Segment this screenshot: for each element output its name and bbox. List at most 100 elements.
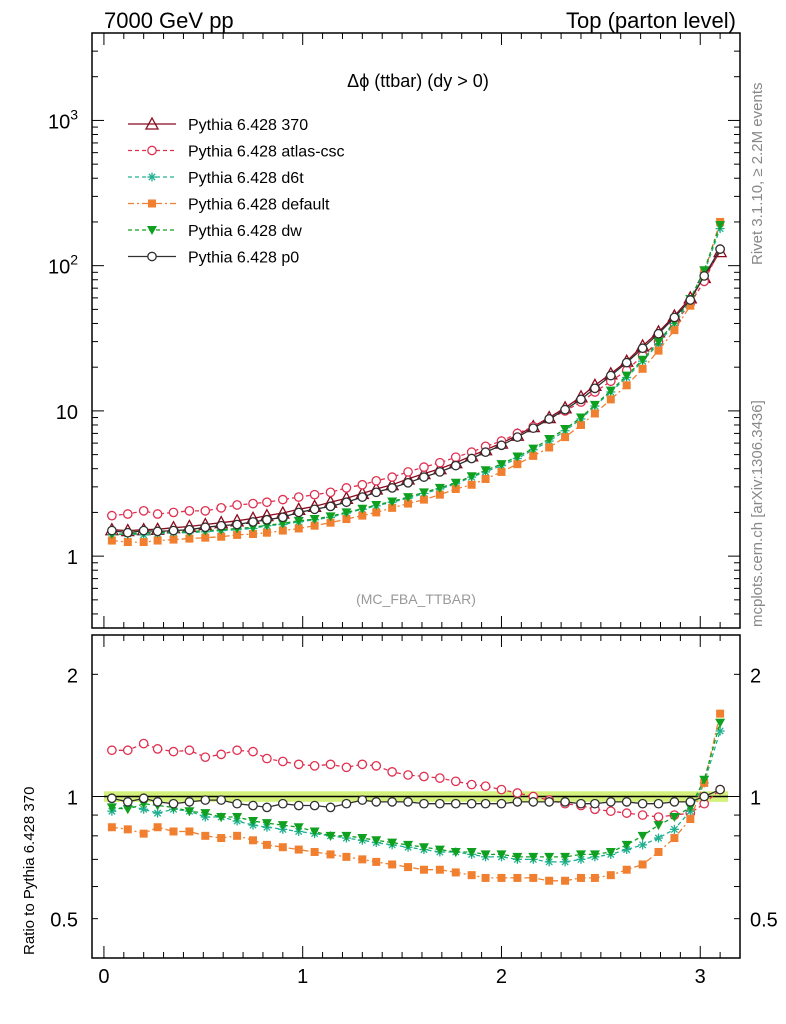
data-point <box>147 172 157 182</box>
data-point <box>122 745 133 756</box>
data-point <box>139 804 149 814</box>
series-line-2 <box>111 228 721 536</box>
ratio-y-tick-label: 0.5 <box>50 910 78 932</box>
data-point <box>654 346 663 355</box>
data-point <box>217 532 226 541</box>
data-point <box>371 797 382 807</box>
data-point <box>544 414 555 424</box>
star-stroke <box>561 858 569 866</box>
data-point <box>496 440 507 451</box>
data-point <box>278 843 287 852</box>
data-point <box>341 497 352 508</box>
data-point <box>310 521 319 530</box>
data-point <box>637 810 648 820</box>
data-point <box>605 797 616 807</box>
data-point <box>699 775 710 785</box>
data-point <box>653 812 664 822</box>
data-point <box>387 472 397 482</box>
series-line-3 <box>111 713 721 882</box>
data-point <box>277 821 288 831</box>
data-point <box>387 497 398 507</box>
data-point <box>637 831 648 841</box>
data-point <box>685 295 696 305</box>
data-point <box>605 386 616 396</box>
data-point <box>699 266 710 276</box>
data-point <box>341 762 352 773</box>
data-point <box>358 855 367 864</box>
data-point <box>216 503 227 513</box>
data-point <box>466 472 477 482</box>
data-point <box>262 497 272 508</box>
data-point <box>419 798 429 809</box>
series-line-1 <box>111 248 721 517</box>
star-stroke <box>545 858 553 866</box>
data-point <box>138 793 149 804</box>
data-point <box>560 857 570 867</box>
data-point <box>621 357 632 368</box>
data-point <box>309 515 320 525</box>
data-point <box>147 251 157 262</box>
data-point <box>434 845 445 855</box>
data-point <box>232 500 242 510</box>
data-point <box>621 371 632 381</box>
data-point <box>403 770 413 780</box>
x-tick-label: 2 <box>496 966 507 988</box>
data-point <box>310 847 319 856</box>
data-point <box>169 535 178 544</box>
data-point <box>418 843 429 853</box>
main-y-tick-label: 1 <box>67 547 78 569</box>
data-point <box>185 827 194 836</box>
data-point <box>184 745 195 756</box>
data-point <box>262 802 272 813</box>
data-point <box>481 474 490 483</box>
data-point <box>357 759 368 770</box>
data-point <box>605 370 616 381</box>
series-line-3 <box>111 221 721 543</box>
data-point <box>560 797 570 807</box>
tick-base: 1 <box>67 547 78 569</box>
data-point <box>669 824 679 834</box>
data-point <box>576 394 586 405</box>
ratio-y-tick-label: 2 <box>67 665 78 687</box>
data-point <box>138 506 149 516</box>
data-point <box>545 876 554 885</box>
star-stroke <box>670 825 679 833</box>
data-point <box>544 435 555 445</box>
data-point <box>371 487 382 498</box>
main-y-tick-label: 102 <box>48 252 78 279</box>
data-point <box>638 840 648 850</box>
header-right: Top (parton level) <box>566 8 736 33</box>
data-point <box>637 798 648 809</box>
data-point <box>605 847 616 857</box>
data-point <box>233 530 242 539</box>
data-point <box>262 514 272 525</box>
data-point <box>435 798 445 809</box>
data-point <box>561 876 570 885</box>
data-point <box>544 797 555 807</box>
data-point <box>480 466 491 476</box>
data-point <box>200 809 211 819</box>
data-point <box>669 312 680 323</box>
data-point <box>512 432 523 442</box>
series-line-2 <box>111 730 721 863</box>
data-point <box>480 850 491 860</box>
x-tick-label: 3 <box>695 966 706 988</box>
data-point <box>107 510 117 521</box>
data-point <box>107 536 116 545</box>
data-point <box>435 467 445 477</box>
data-point <box>496 850 507 860</box>
data-point <box>544 852 555 862</box>
data-point <box>653 328 664 339</box>
data-point <box>575 850 586 860</box>
data-point <box>621 840 632 850</box>
data-point <box>107 793 117 804</box>
data-point <box>217 834 226 843</box>
data-point <box>388 503 397 512</box>
data-point <box>419 472 429 482</box>
data-point <box>139 829 148 838</box>
data-point <box>670 326 679 335</box>
data-point <box>404 499 413 508</box>
data-point <box>122 797 133 807</box>
